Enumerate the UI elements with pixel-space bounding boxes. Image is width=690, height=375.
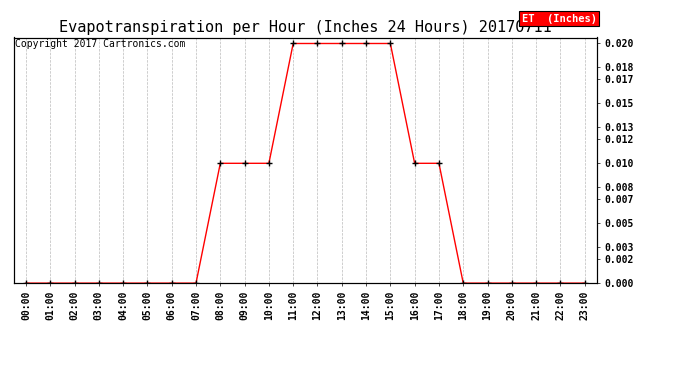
- Title: Evapotranspiration per Hour (Inches 24 Hours) 20170711: Evapotranspiration per Hour (Inches 24 H…: [59, 20, 552, 35]
- Text: ET  (Inches): ET (Inches): [522, 13, 597, 24]
- Text: Copyright 2017 Cartronics.com: Copyright 2017 Cartronics.com: [15, 39, 186, 49]
